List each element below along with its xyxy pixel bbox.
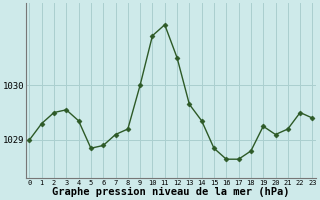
X-axis label: Graphe pression niveau de la mer (hPa): Graphe pression niveau de la mer (hPa)	[52, 187, 290, 197]
